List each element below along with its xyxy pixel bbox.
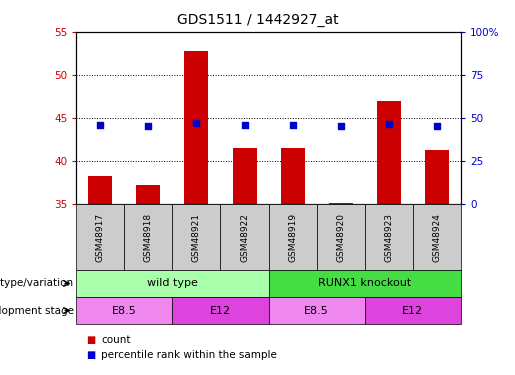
Bar [184,51,209,204]
Text: GSM48919: GSM48919 [288,213,297,262]
Point [337,123,345,129]
Point [241,122,249,128]
Bar [329,202,353,204]
Text: genotype/variation: genotype/variation [0,279,74,288]
Text: E8.5: E8.5 [112,306,136,315]
Bar [377,101,401,204]
Point [385,121,393,127]
Text: GSM48921: GSM48921 [192,213,201,262]
Text: GSM48923: GSM48923 [384,213,393,262]
Text: E12: E12 [210,306,231,315]
Point [288,122,297,128]
Point [192,120,200,126]
Bar [232,148,256,204]
Bar [88,176,112,204]
Text: ■: ■ [87,350,96,360]
Text: E12: E12 [402,306,423,315]
Text: wild type: wild type [147,279,198,288]
Bar [425,150,449,204]
Text: GSM48922: GSM48922 [240,213,249,262]
Bar [281,148,305,204]
Text: GSM48920: GSM48920 [336,213,345,262]
Text: RUNX1 knockout: RUNX1 knockout [318,279,411,288]
Point [96,122,105,128]
Text: count: count [101,335,130,345]
Text: GSM48917: GSM48917 [96,213,105,262]
Text: GSM48918: GSM48918 [144,213,153,262]
Text: E8.5: E8.5 [304,306,329,315]
Text: ■: ■ [87,335,96,345]
Text: GDS1511 / 1442927_at: GDS1511 / 1442927_at [177,13,338,27]
Text: percentile rank within the sample: percentile rank within the sample [101,350,277,360]
Point [433,123,441,129]
Text: GSM48924: GSM48924 [433,213,441,262]
Bar [136,184,160,204]
Text: development stage: development stage [0,306,74,315]
Point [144,123,152,129]
